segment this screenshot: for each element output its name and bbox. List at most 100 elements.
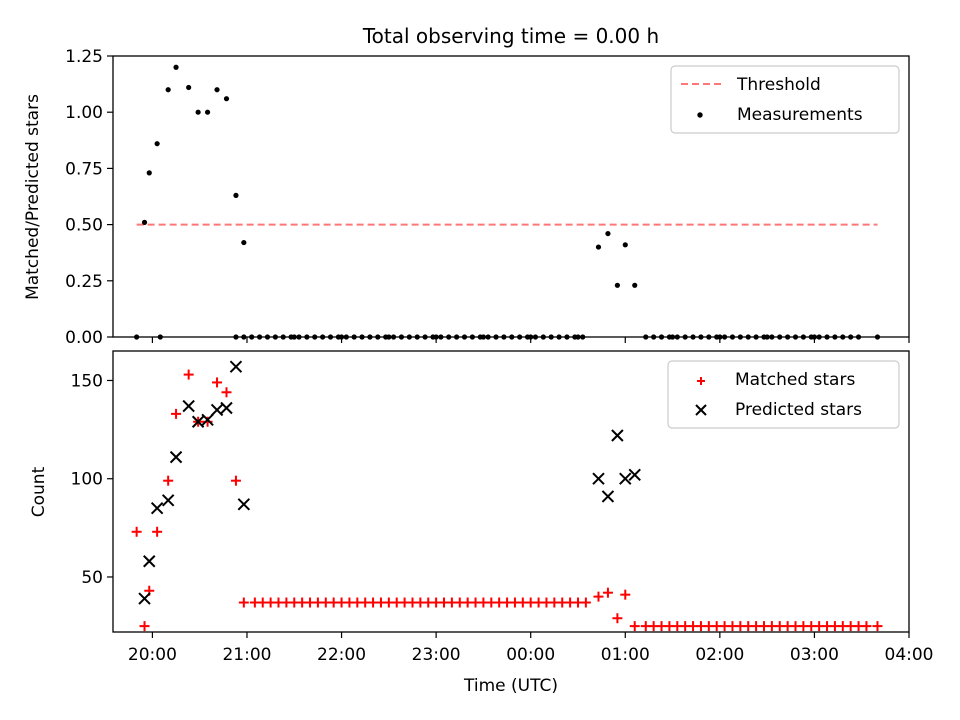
- measurement-point: [375, 334, 381, 340]
- measurement-point: [532, 334, 539, 340]
- measurement-point: [540, 334, 546, 340]
- measurement-point: [729, 334, 736, 340]
- measurement-point: [383, 334, 389, 340]
- measurement-point: [264, 334, 271, 340]
- measurement-point: [874, 334, 881, 340]
- predicted-star-point: [592, 472, 605, 485]
- measurement-point: [509, 334, 515, 340]
- y-tick-label-top: 0.50: [65, 216, 103, 236]
- predicted-star-point: [611, 429, 624, 442]
- predicted-star-point: [150, 501, 164, 515]
- legend-matched-label: Matched stars: [735, 370, 855, 390]
- measurement-point: [351, 334, 357, 340]
- y-axis-ticks-top: 0.00 0.25 0.50 0.75 1.00 1.25: [65, 47, 113, 348]
- measurement-point: [840, 334, 846, 340]
- predicted-star-point: [229, 360, 243, 373]
- matched-star-point: [221, 387, 232, 398]
- matched-star-point: [183, 369, 194, 380]
- measurement-point: [622, 242, 628, 248]
- measurement-point: [359, 334, 365, 340]
- measurement-point: [446, 334, 452, 340]
- measurement-point: [632, 282, 638, 288]
- x-tick-label: 22:00: [317, 645, 366, 665]
- measurement-point: [477, 334, 483, 340]
- x-tick-label: 02:00: [695, 645, 744, 665]
- legend-predicted-swatch: [695, 404, 707, 416]
- matched-star-point: [602, 587, 613, 598]
- measurement-point: [682, 334, 688, 340]
- measurement-point: [493, 334, 499, 340]
- predicted-star-points: [138, 360, 641, 605]
- matched-star-point: [620, 589, 631, 600]
- y-axis-label-top: Matched/Predicted stars: [23, 94, 43, 300]
- measurement-point: [223, 96, 230, 102]
- measurement-point: [141, 219, 148, 225]
- measurement-point: [556, 334, 562, 340]
- measurement-point: [320, 334, 326, 340]
- predicted-star-point: [220, 401, 233, 415]
- measurement-point: [816, 334, 822, 340]
- legend-matched-swatch: [697, 377, 705, 385]
- measurement-point: [721, 334, 728, 340]
- x-tick-label: 01:00: [601, 645, 650, 665]
- y-tick-label-bottom: 150: [71, 371, 103, 391]
- measurement-point: [343, 334, 349, 340]
- predicted-star-point: [237, 498, 251, 511]
- measurement-point: [438, 334, 444, 340]
- measurement-point: [241, 239, 247, 246]
- measurement-point: [753, 334, 759, 340]
- measurement-point: [390, 334, 397, 340]
- x-axis-label: Time (UTC): [463, 676, 558, 696]
- measurement-point: [761, 334, 767, 340]
- measurement-point: [808, 334, 814, 340]
- measurement-point: [614, 282, 620, 288]
- predicted-star-point: [619, 472, 632, 485]
- y-tick-label-top: 1.25: [65, 47, 103, 67]
- x-axis-ticks-bottom: 20:00 21:00 22:00 23:00 00:00 01:00 02:00 03:00…: [128, 632, 934, 665]
- y-axis-label-bottom: Count: [29, 466, 49, 517]
- measurement-point: [643, 334, 649, 340]
- predicted-star-point: [201, 413, 214, 426]
- measurement-point: [698, 334, 704, 340]
- matched-star-point: [593, 591, 604, 602]
- x-tick-label: 04:00: [885, 645, 934, 665]
- predicted-star-point: [169, 450, 183, 464]
- matched-star-point: [131, 526, 142, 537]
- predicted-star-point: [628, 468, 641, 482]
- matched-star-point: [580, 597, 591, 608]
- y-tick-label-top: 0.75: [65, 159, 103, 179]
- measurement-point: [666, 334, 673, 340]
- measurement-point: [195, 109, 201, 115]
- y-tick-label-top: 0.00: [65, 328, 103, 348]
- y-tick-label-top: 1.00: [65, 103, 103, 123]
- legend-measurement-label: Measurements: [737, 105, 863, 125]
- measurement-point: [134, 334, 140, 340]
- y-tick-label-top: 0.25: [65, 272, 103, 292]
- matched-star-point: [212, 377, 223, 388]
- measurement-point: [832, 334, 838, 340]
- panel-counts-frame: [112, 350, 910, 633]
- y-tick-label-bottom: 50: [81, 568, 103, 588]
- x-tick-label: 20:00: [128, 645, 177, 665]
- matched-star-point: [861, 621, 872, 632]
- matched-star-point: [612, 613, 623, 624]
- measurement-point: [605, 230, 611, 237]
- measurement-point: [272, 334, 278, 340]
- legend-bottom: Matched stars Predicted stars: [667, 360, 900, 429]
- x-tick-label: 00:00: [506, 645, 555, 665]
- legend-threshold-label: Threshold: [736, 75, 821, 95]
- predicted-star-point: [182, 399, 195, 413]
- measurement-point: [848, 334, 854, 340]
- measurement-point: [157, 334, 163, 340]
- measurement-point: [422, 334, 428, 340]
- matched-star-point: [629, 621, 640, 632]
- measurement-point: [233, 192, 239, 198]
- measurement-point: [792, 334, 799, 340]
- measurement-point: [414, 334, 420, 340]
- matched-star-point: [171, 408, 182, 419]
- measurement-point: [233, 334, 239, 340]
- measurement-point: [398, 334, 405, 340]
- legend-bottom-box: [667, 360, 900, 429]
- chart-title: Total observing time = 0.00 h: [362, 24, 659, 48]
- measurement-point: [651, 334, 657, 340]
